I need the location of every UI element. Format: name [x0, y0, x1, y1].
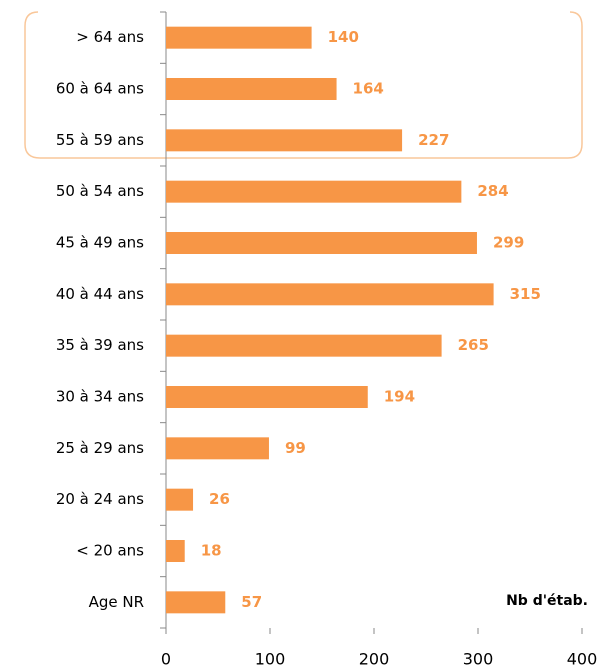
- y-tick-label: 60 à 64 ans: [56, 80, 144, 98]
- value-label: 99: [285, 439, 306, 457]
- bar: [166, 232, 477, 254]
- y-tick-label: 50 à 54 ans: [56, 182, 144, 200]
- bar: [166, 129, 403, 152]
- value-label: 194: [384, 388, 415, 406]
- bar: [166, 26, 312, 49]
- bar: [166, 488, 194, 511]
- x-tick-label: 200: [359, 650, 390, 668]
- y-tick-label: Age NR: [89, 593, 144, 611]
- value-label: 140: [328, 28, 359, 46]
- bar: [166, 591, 226, 614]
- x-tick-label: 0: [161, 650, 171, 668]
- bar: [166, 283, 494, 306]
- bar: [166, 540, 185, 562]
- value-label: 315: [510, 285, 541, 303]
- bar: [166, 437, 269, 460]
- value-label: 265: [458, 336, 489, 354]
- y-tick-label: 40 à 44 ans: [56, 285, 144, 303]
- y-tick-label: > 64 ans: [76, 28, 144, 46]
- bar: [166, 334, 442, 357]
- y-tick-label: 20 à 24 ans: [56, 490, 144, 508]
- value-label: 164: [353, 80, 384, 98]
- y-tick-label: 45 à 49 ans: [56, 234, 144, 252]
- x-tick-label: 300: [463, 650, 494, 668]
- bar: [166, 78, 337, 100]
- x-tick-label: 400: [567, 650, 598, 668]
- x-tick-label: 100: [255, 650, 286, 668]
- y-tick-label: < 20 ans: [76, 542, 144, 560]
- y-tick-label: 30 à 34 ans: [56, 388, 144, 406]
- y-tick-label: 55 à 59 ans: [56, 131, 144, 149]
- bar: [166, 386, 368, 408]
- value-label: 18: [201, 542, 222, 560]
- value-label: 284: [477, 182, 508, 200]
- value-label: 227: [418, 131, 449, 149]
- bar: [166, 180, 462, 203]
- y-tick-label: 35 à 39 ans: [56, 336, 144, 354]
- y-tick-label: 25 à 29 ans: [56, 439, 144, 457]
- value-label: 26: [209, 490, 230, 508]
- axis-annotation: Nb d'étab.: [506, 593, 588, 609]
- value-label: 299: [493, 234, 524, 252]
- highlight-bracket: [24, 11, 583, 159]
- value-label: 57: [241, 593, 262, 611]
